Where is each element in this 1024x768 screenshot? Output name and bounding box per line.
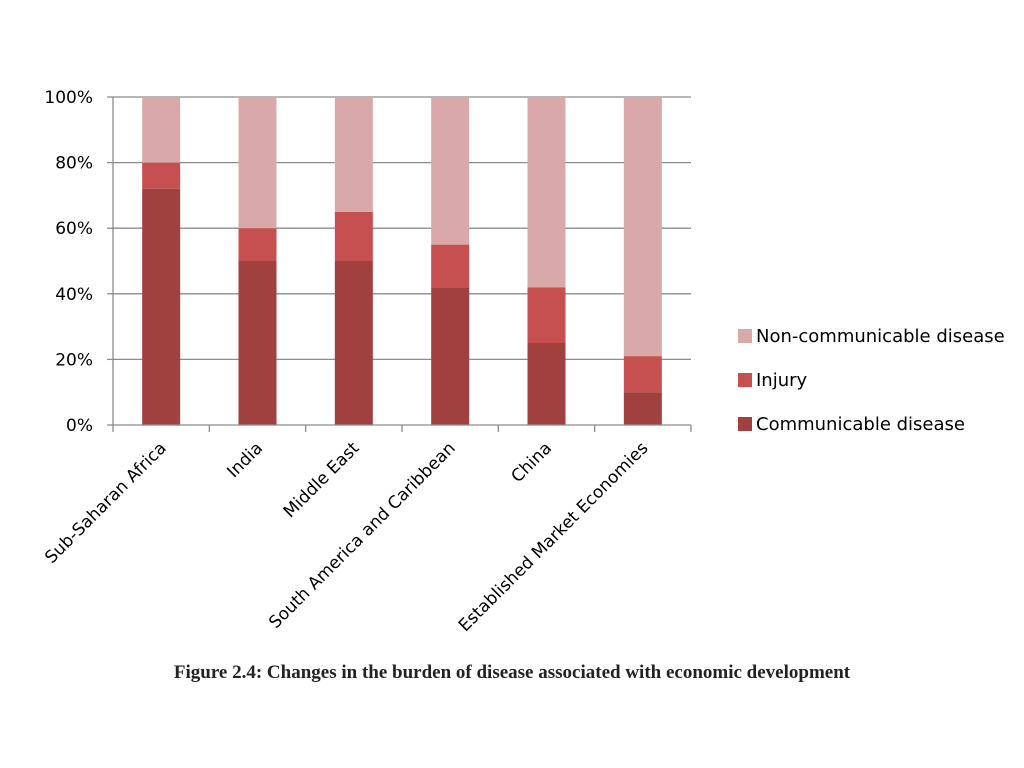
bar-segment [527, 97, 566, 288]
bar-segment [238, 228, 277, 261]
x-category-labels: Sub-Saharan Africa India Middle EastSouth … [41, 438, 652, 636]
y-tick-labels: 0% 20% 40% 60% 80% 100% [44, 88, 93, 436]
x-category-label: South America and Caribbean [265, 438, 459, 632]
y-tick-label: 0% [66, 416, 93, 436]
bars [142, 97, 662, 425]
axes [107, 96, 692, 432]
x-category-label: Established Market Economies [455, 438, 653, 636]
legend-label: Non-communicable disease [756, 326, 1005, 347]
bar-segment [527, 343, 566, 425]
bar-segment [142, 162, 181, 189]
bar-segment [431, 287, 470, 425]
x-category-label: India [223, 438, 267, 482]
bar-segment [334, 211, 373, 261]
bar-segment [334, 261, 373, 425]
legend-swatch [738, 329, 752, 343]
bar-segment [238, 97, 277, 229]
bar-segment [142, 188, 181, 425]
x-category-label: Middle East [280, 438, 364, 522]
legend-label: Injury [756, 370, 808, 391]
bar-segment [238, 261, 277, 425]
legend-label: Communicable disease [756, 414, 965, 435]
bar-segment [431, 244, 470, 288]
legend-swatch [738, 373, 752, 387]
y-tick-label: 40% [55, 285, 93, 305]
bar-segment [431, 97, 470, 245]
bar-segment [334, 97, 373, 212]
y-tick-label: 80% [55, 154, 93, 174]
legend: Non-communicable disease Injury Communicab… [738, 326, 1005, 435]
bar-segment [623, 97, 662, 357]
legend-swatch [738, 417, 752, 431]
y-tick-label: 20% [55, 350, 93, 370]
y-tick-label: 100% [44, 88, 93, 108]
bar-segment [142, 97, 181, 163]
x-category-label: Sub-Saharan Africa [41, 438, 170, 567]
bar-segment [623, 392, 662, 425]
bar-segment [527, 287, 566, 343]
gridlines [113, 96, 691, 361]
stacked-bar-chart: 0% 20% 40% 60% 80% 100% Sub-Saharan Africa Ind… [41, 88, 1005, 636]
y-tick-label: 60% [55, 219, 93, 239]
x-category-label: China [508, 438, 556, 486]
figure-caption: Figure 2.4: Changes in the burden of dis… [173, 662, 851, 683]
bar-segment [623, 356, 662, 393]
